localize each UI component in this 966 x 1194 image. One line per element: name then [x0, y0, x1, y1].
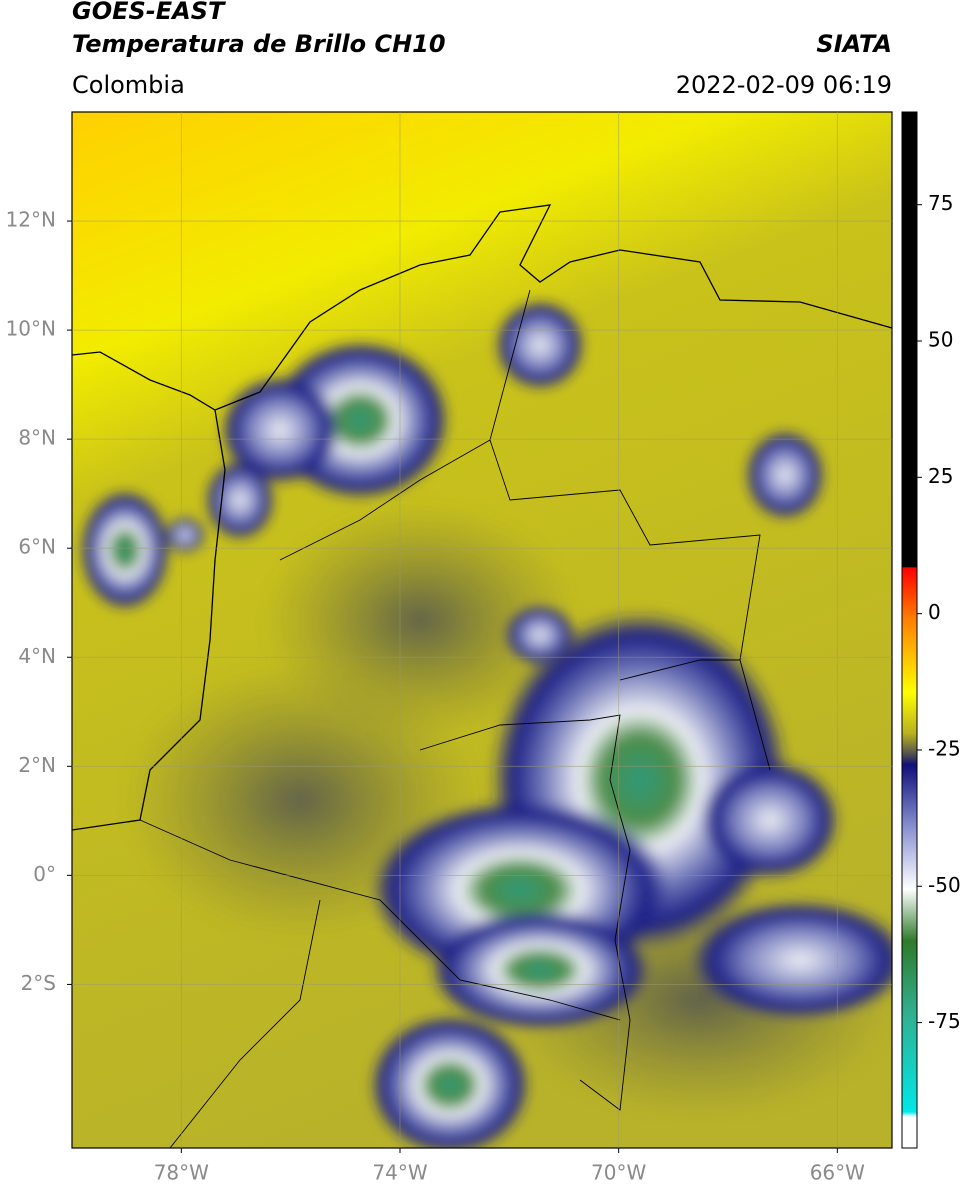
lon-tick-label: 78°W [154, 1161, 209, 1185]
lat-tick-label: 2°S [21, 971, 56, 995]
lon-tick-label: 74°W [372, 1161, 427, 1185]
border [139, 819, 621, 1021]
map-frame [71, 111, 893, 1149]
lat-tick-label: 0° [33, 862, 56, 886]
lat-tick-label: 8°N [18, 426, 56, 450]
colorbar-tick-label: 75 [928, 191, 953, 215]
lat-tick-label: 10°N [6, 317, 56, 341]
coastline [72, 409, 226, 831]
border [279, 439, 491, 561]
colorbar [901, 111, 918, 1149]
border [489, 289, 771, 771]
coastline [72, 204, 892, 411]
lat-tick-label: 2°N [18, 753, 56, 777]
region: Colombia [72, 71, 185, 99]
lat-tick-label: 12°N [6, 208, 56, 232]
border [419, 714, 631, 1111]
colorbar-tick-label: 25 [928, 464, 953, 488]
source: SIATA [816, 30, 892, 58]
border [169, 899, 321, 1148]
title: GOES-EAST [72, 0, 226, 25]
subtitle: Temperatura de Brillo CH10 [72, 30, 446, 58]
colorbar-tick-label: 50 [928, 328, 953, 352]
border [619, 659, 740, 681]
satellite-image [72, 112, 892, 1148]
colorbar-tick-label: -50 [928, 873, 961, 897]
lat-tick-label: 6°N [18, 535, 56, 559]
lat-tick-label: 4°N [18, 644, 56, 668]
colorbar-tick-label: -25 [928, 736, 961, 760]
lon-tick-label: 70°W [591, 1161, 646, 1185]
timestamp: 2022-02-09 06:19 [676, 71, 892, 99]
colorbar-tick-label: 0 [928, 600, 941, 624]
colorbar-tick-label: -75 [928, 1009, 961, 1033]
lon-tick-label: 66°W [810, 1161, 865, 1185]
